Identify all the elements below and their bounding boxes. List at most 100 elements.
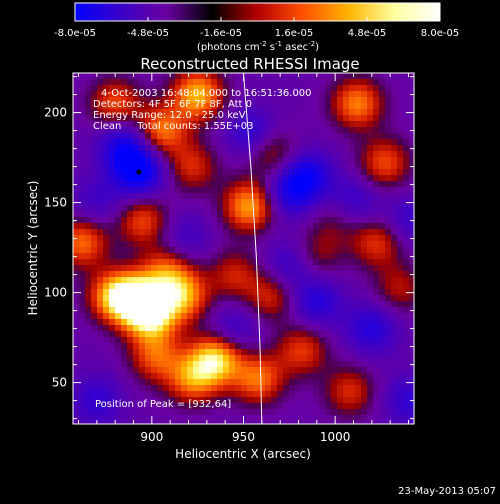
heatmap-cell [211, 121, 218, 128]
heatmap-cell [331, 421, 338, 424]
heatmap-cell [367, 139, 374, 146]
heatmap-cell [139, 157, 146, 164]
heatmap-cell [289, 337, 296, 344]
heatmap-cell [265, 127, 272, 134]
heatmap-cell [79, 199, 86, 206]
heatmap-cell [229, 259, 236, 266]
heatmap-cell [307, 73, 314, 80]
heatmap-cell [241, 331, 248, 338]
heatmap-cell [127, 391, 134, 398]
heatmap-cell [289, 397, 296, 404]
heatmap-cell [373, 397, 380, 404]
heatmap-cell [319, 319, 326, 326]
heatmap-cell [181, 181, 188, 188]
heatmap-cell [193, 397, 200, 404]
heatmap-cell [133, 175, 140, 182]
heatmap-cell [133, 301, 140, 308]
heatmap-cell [163, 151, 170, 158]
heatmap-cell [355, 115, 362, 122]
heatmap-cell [295, 367, 302, 374]
heatmap-cell [355, 325, 362, 332]
heatmap-cell [367, 121, 374, 128]
heatmap-cell [271, 265, 278, 272]
heatmap-cell [91, 91, 98, 98]
heatmap-cell [379, 307, 386, 314]
heatmap-cell [271, 397, 278, 404]
heatmap-cell [199, 409, 206, 416]
heatmap-cell [295, 97, 302, 104]
heatmap-cell [235, 409, 242, 416]
heatmap-cell [295, 217, 302, 224]
heatmap-cell [127, 265, 134, 272]
heatmap-cell [367, 265, 374, 272]
heatmap-cell [229, 343, 236, 350]
heatmap-cell [103, 385, 110, 392]
heatmap-cell [379, 337, 386, 344]
heatmap-cell [163, 337, 170, 344]
heatmap-cell [271, 133, 278, 140]
heatmap-cell [391, 133, 398, 140]
heatmap-cell [133, 91, 140, 98]
heatmap-cell [253, 217, 260, 224]
heatmap-cell [289, 265, 296, 272]
heatmap-cell [241, 313, 248, 320]
heatmap-cell [175, 361, 182, 368]
heatmap-cell [373, 133, 380, 140]
heatmap-cell [163, 397, 170, 404]
heatmap-cell [373, 289, 380, 296]
heatmap-cell [199, 337, 206, 344]
heatmap-cell [91, 277, 98, 284]
heatmap-cell [127, 97, 134, 104]
heatmap-cell [331, 283, 338, 290]
heatmap-cell [115, 205, 122, 212]
heatmap-cell [79, 79, 86, 86]
heatmap-cell [91, 271, 98, 278]
heatmap-cell [247, 175, 254, 182]
heatmap-cell [205, 169, 212, 176]
heatmap-cell [79, 409, 86, 416]
heatmap-cell [301, 73, 308, 80]
heatmap-cell [343, 121, 350, 128]
heatmap-cell [199, 157, 206, 164]
heatmap-cell [391, 85, 398, 92]
heatmap-cell [271, 313, 278, 320]
heatmap-cell [145, 169, 152, 176]
heatmap-cell [289, 367, 296, 374]
heatmap-cell [265, 397, 272, 404]
heatmap-cell [211, 133, 218, 140]
heatmap-cell [91, 391, 98, 398]
heatmap-cell [361, 139, 368, 146]
heatmap-cell [139, 403, 146, 410]
heatmap-cell [205, 229, 212, 236]
heatmap-cell [307, 265, 314, 272]
heatmap-cell [325, 337, 332, 344]
heatmap-cell [205, 355, 212, 362]
heatmap-cell [103, 163, 110, 170]
heatmap-cell [307, 181, 314, 188]
heatmap-cell [265, 199, 272, 206]
heatmap-cell [325, 103, 332, 110]
heatmap-cell [409, 409, 414, 416]
heatmap-cell [403, 331, 410, 338]
heatmap-cell [319, 97, 326, 104]
heatmap-cell [139, 115, 146, 122]
heatmap-cell [403, 97, 410, 104]
heatmap-cell [307, 379, 314, 386]
heatmap-cell [145, 175, 152, 182]
heatmap-cell [109, 169, 116, 176]
heatmap-cell [181, 301, 188, 308]
heatmap-cell [229, 391, 236, 398]
heatmap-cell [145, 91, 152, 98]
heatmap-cell [259, 109, 266, 116]
heatmap-cell [127, 355, 134, 362]
heatmap-cell [97, 355, 104, 362]
heatmap-cell [409, 205, 414, 212]
heatmap-cell [229, 403, 236, 410]
heatmap-cell [145, 235, 152, 242]
heatmap-cell [109, 217, 116, 224]
heatmap-cell [85, 145, 92, 152]
heatmap-cell [367, 277, 374, 284]
heatmap-cell [91, 349, 98, 356]
heatmap-cell [343, 109, 350, 116]
heatmap-cell [271, 247, 278, 254]
